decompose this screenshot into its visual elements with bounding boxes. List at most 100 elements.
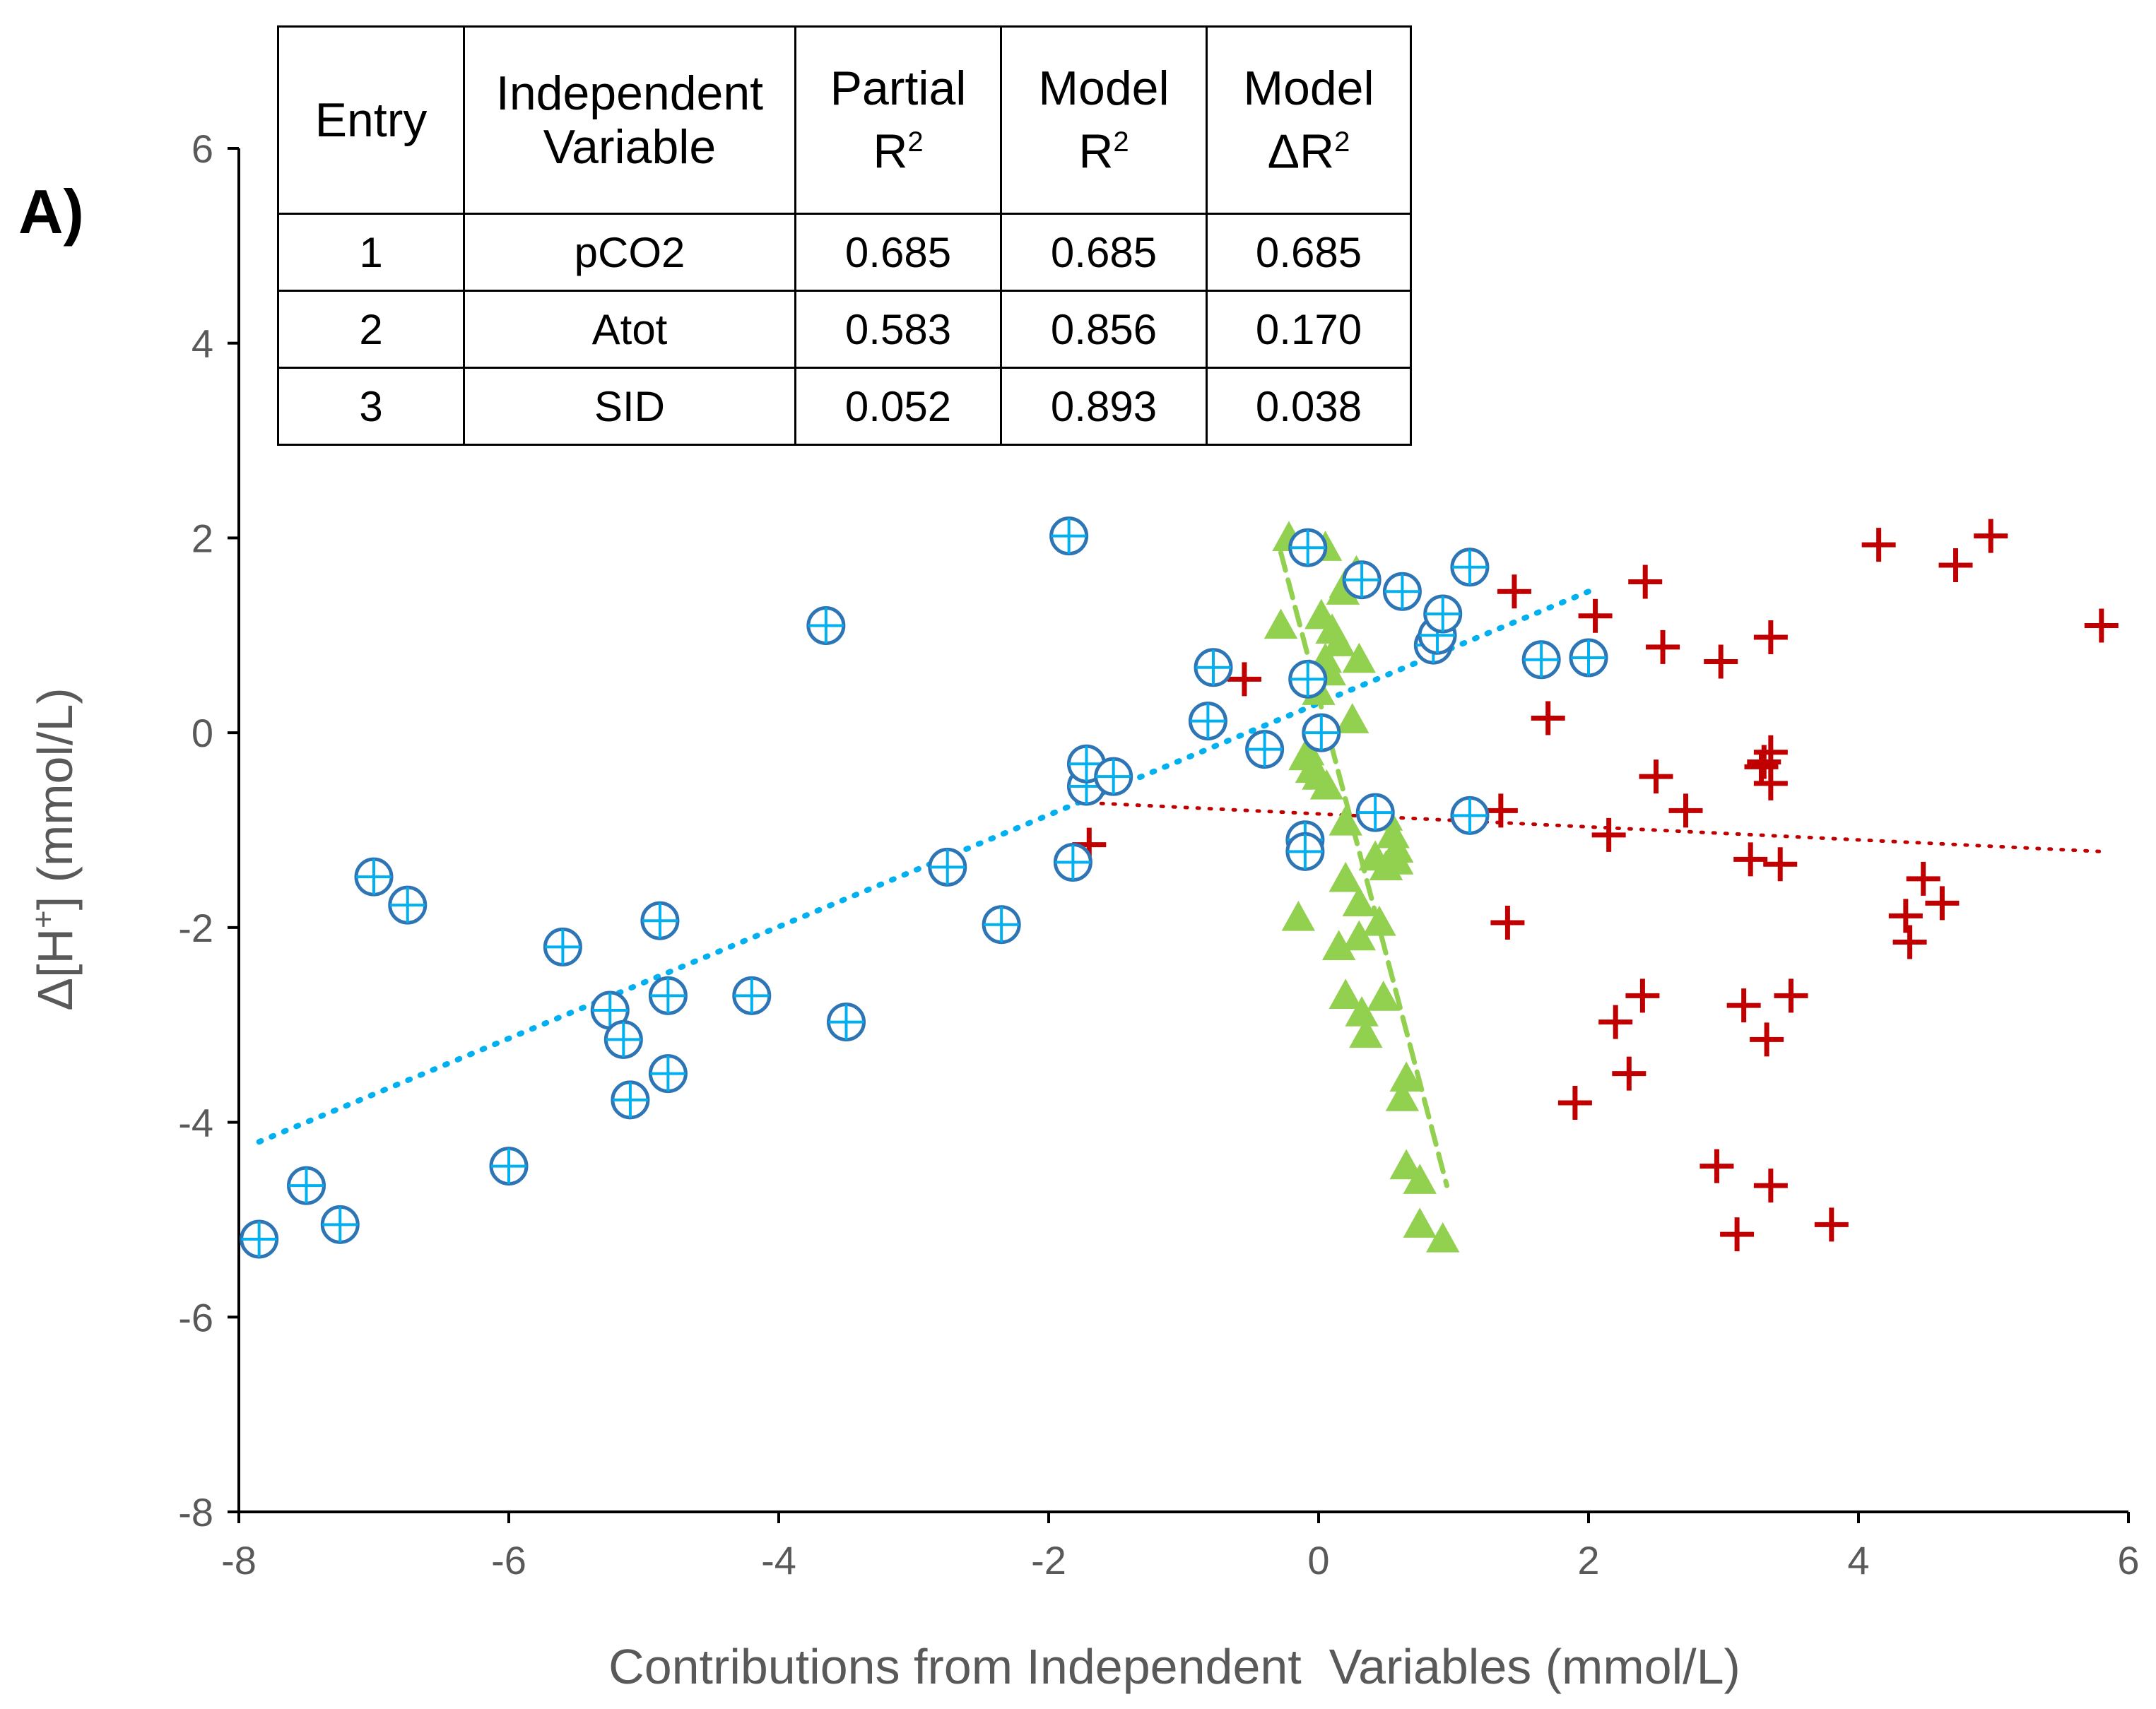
- point-pco2-cross: [642, 903, 678, 939]
- y-tick-label: -6: [178, 1295, 213, 1340]
- point-sid: [1814, 1207, 1849, 1242]
- point-atot: [1342, 920, 1376, 951]
- cell-model-r2: 0.685: [1000, 213, 1208, 292]
- point-pco2-cross: [984, 906, 1020, 942]
- point-pco2: [1355, 793, 1395, 832]
- y-tick-label: -8: [178, 1490, 213, 1534]
- point-atot: [1309, 769, 1344, 800]
- point-sid: [1646, 629, 1680, 664]
- point-atot: [1385, 1081, 1420, 1111]
- point-atot: [1288, 740, 1322, 771]
- point-sid: [1753, 1169, 1788, 1203]
- point-pco2: [1194, 648, 1233, 687]
- point-pco2-cross: [322, 1207, 358, 1243]
- point-atot: [1321, 626, 1356, 656]
- point-atot: [1342, 886, 1376, 916]
- header-independent-line1: Independent: [495, 66, 764, 120]
- point-pco2-cross: [1196, 649, 1232, 685]
- point-sid: [1938, 548, 1973, 583]
- header-delta-line2: ΔR: [1267, 124, 1335, 179]
- header-partial-sup: 2: [907, 126, 924, 158]
- point-atot: [1362, 905, 1396, 936]
- cell-model-delta-r2: 0.038: [1206, 367, 1412, 446]
- header-model-line2: R: [1078, 124, 1114, 179]
- point-pco2-cross: [491, 1148, 526, 1184]
- point-pco2-cross: [1190, 703, 1226, 739]
- header-entry: Entry: [277, 25, 465, 215]
- cell-variable: pCO2: [463, 213, 796, 292]
- point-sid: [1628, 564, 1663, 599]
- y-tick-label: -2: [178, 906, 213, 950]
- x-tick-label: 6: [2117, 1538, 2139, 1583]
- stats-table-header-row: Entry Independent Variable Partial R2 Mode…: [277, 25, 1412, 215]
- y-tick-label: 2: [192, 516, 213, 560]
- chart-points: [240, 516, 2119, 1259]
- panel-label: A): [18, 177, 84, 247]
- y-tick-label: 4: [192, 321, 213, 366]
- point-sid: [1612, 1056, 1647, 1091]
- trendline-pco2: [256, 589, 1591, 1145]
- point-pco2: [543, 927, 582, 966]
- point-sid: [1704, 644, 1738, 679]
- point-pco2-cross: [1357, 795, 1394, 831]
- point-pco2-cross: [734, 978, 770, 1014]
- header-entry-label: Entry: [314, 93, 428, 147]
- header-partial-line2: R: [873, 124, 908, 179]
- point-pco2-cross: [356, 859, 391, 895]
- x-tick-label: -8: [221, 1538, 257, 1583]
- point-pco2: [1302, 713, 1341, 752]
- point-sid: [1750, 1022, 1784, 1057]
- point-pco2-cross: [1425, 596, 1461, 632]
- point-pco2: [827, 1003, 866, 1042]
- point-pco2-cross: [1290, 530, 1326, 566]
- cell-entry: 3: [277, 367, 465, 446]
- cell-partial-r2: 0.685: [794, 213, 1002, 292]
- chart-ticks: -8 -6 -4 -2 0 2 4 6 -8 -6 -4 -2 0 2 4 6: [178, 126, 2139, 1583]
- x-tick-label: 0: [1307, 1538, 1329, 1583]
- header-model-sup: 2: [1113, 126, 1129, 158]
- stats-table: Entry Independent Variable Partial R2 Mode…: [277, 25, 1412, 446]
- header-model-delta-r2: Model ΔR2: [1206, 25, 1412, 215]
- point-pco2: [1288, 659, 1328, 699]
- point-sid: [1639, 759, 1673, 794]
- point-pco2-cross: [241, 1222, 277, 1257]
- point-atot: [1349, 1017, 1383, 1048]
- header-independent-line2: Variable: [543, 120, 717, 174]
- point-sid: [1925, 886, 1960, 921]
- point-pco2-cross: [1247, 731, 1283, 767]
- point-pco2: [320, 1205, 360, 1244]
- point-atot: [1403, 1207, 1437, 1238]
- point-pco2-cross: [650, 1055, 686, 1092]
- point-sid: [1733, 842, 1768, 877]
- header-independent-variable: Independent Variable: [463, 25, 796, 215]
- point-sid: [1490, 905, 1525, 940]
- point-pco2-cross: [1287, 834, 1323, 870]
- point-sid: [1668, 793, 1703, 828]
- point-pco2: [1569, 638, 1608, 678]
- header-partial-r2: Partial R2: [794, 25, 1002, 215]
- point-atot: [1389, 1149, 1423, 1180]
- point-pco2-cross: [929, 849, 965, 885]
- point-pco2: [287, 1166, 326, 1205]
- header-partial-line1: Partial: [830, 61, 967, 116]
- point-sid: [1625, 978, 1660, 1013]
- header-delta-line1: Model: [1243, 61, 1374, 116]
- cell-entry: 1: [277, 213, 465, 292]
- x-tick-label: -4: [761, 1538, 796, 1583]
- point-atot: [1426, 1222, 1460, 1253]
- header-model-line1: Model: [1038, 61, 1170, 116]
- point-sid: [1227, 662, 1261, 697]
- trendline-sid: [1087, 800, 2104, 853]
- point-sid: [1753, 735, 1788, 769]
- cell-entry: 2: [277, 290, 465, 369]
- point-atot: [1329, 861, 1362, 892]
- point-pco2-cross: [1384, 574, 1420, 610]
- y-tick-label: -4: [178, 1101, 213, 1145]
- point-pco2: [648, 1054, 688, 1094]
- cell-partial-r2: 0.052: [794, 367, 1002, 446]
- point-atot: [1329, 805, 1362, 836]
- point-pco2-cross: [606, 1022, 642, 1058]
- cell-variable: SID: [463, 367, 796, 446]
- header-model-r2: Model R2: [1000, 25, 1208, 215]
